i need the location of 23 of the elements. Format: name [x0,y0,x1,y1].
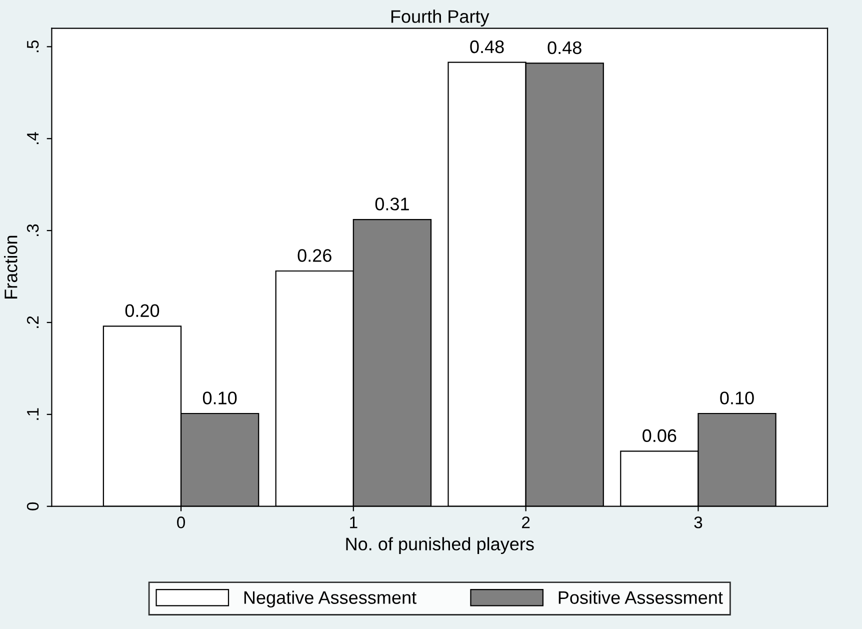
data-label: 0.20 [125,304,160,318]
y-tick-label: .1 [27,408,39,420]
y-tick-label: .3 [26,224,39,236]
y-tick-label: .2 [26,316,39,328]
data-label: 0.10 [720,392,754,404]
legend-label: Negative Assessment [244,590,416,608]
data-label: 0.31 [375,198,409,210]
data-label: 0.10 [202,392,237,404]
x-axis-title: No. of punished players [346,537,534,554]
x-tick-label: 1 [350,516,358,528]
x-tick-label: 3 [694,516,702,528]
y-tick-label: .5 [27,40,39,52]
x-tick-label: 0 [177,516,186,528]
data-label: 0.48 [470,40,504,54]
chart-title: Fourth Party [391,10,490,26]
data-label: 0.48 [548,41,582,54]
y-tick-label: .4 [27,132,39,144]
legend-label: Positive Assessment [558,590,723,604]
y-axis-title: Fraction [4,236,18,298]
x-tick-label: 2 [522,516,530,528]
y-tick-label: 0 [26,502,39,510]
data-label: 0.26 [298,249,332,262]
data-label: 0.06 [642,429,676,442]
